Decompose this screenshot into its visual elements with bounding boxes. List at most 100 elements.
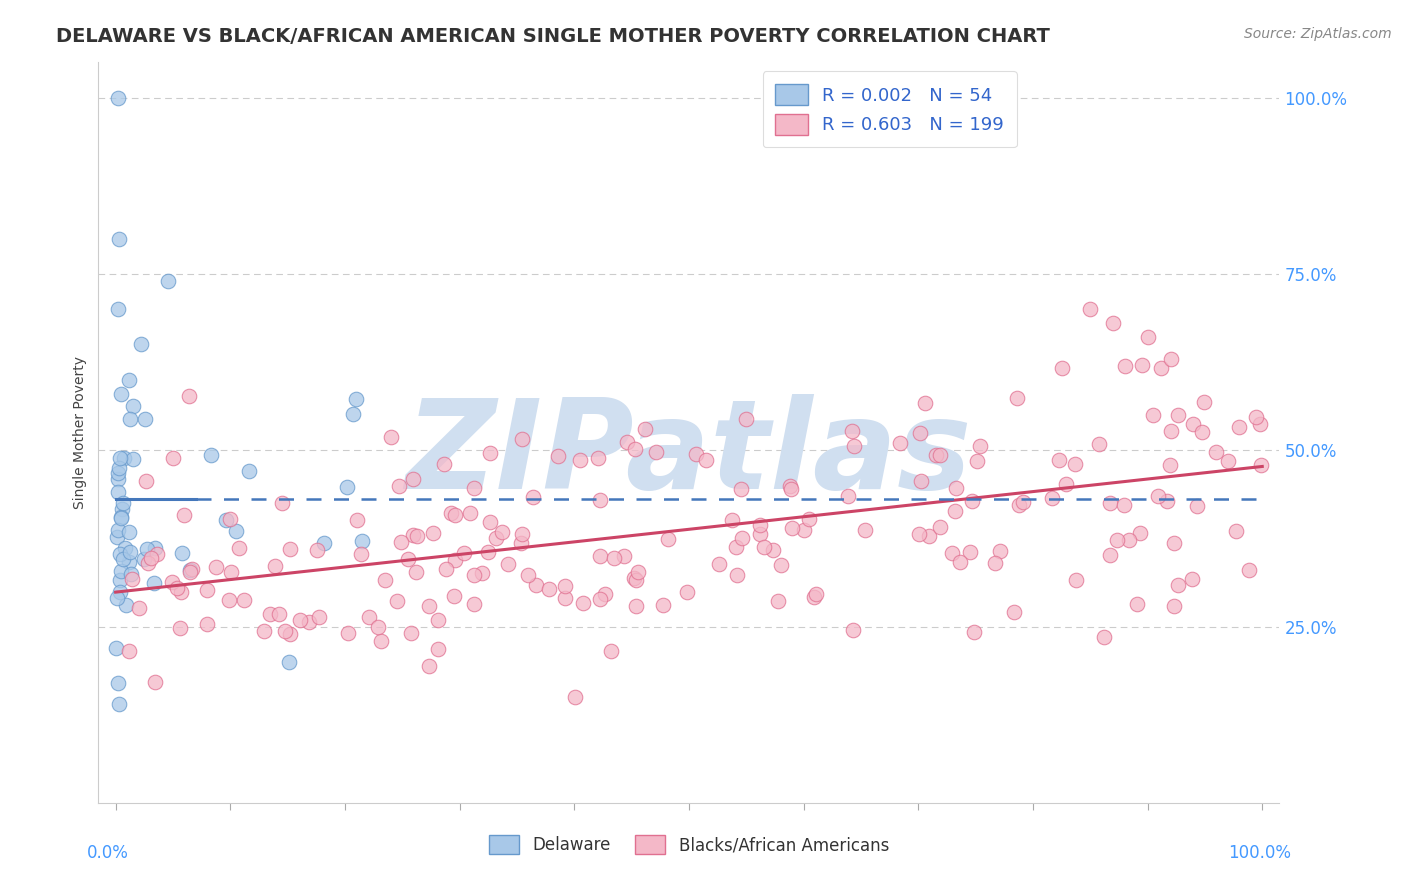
Point xyxy=(768,594,790,608)
Point xyxy=(1107,533,1129,547)
Point xyxy=(173,508,195,522)
Point xyxy=(177,389,200,403)
Point xyxy=(960,493,983,508)
Point xyxy=(118,373,141,387)
Point xyxy=(1088,437,1111,451)
Point xyxy=(928,448,950,462)
Point xyxy=(434,562,457,576)
Point xyxy=(402,528,425,542)
Point xyxy=(463,481,485,495)
Point xyxy=(966,453,988,467)
Point xyxy=(278,627,301,641)
Point xyxy=(676,585,699,599)
Point xyxy=(1227,420,1250,434)
Point xyxy=(1182,417,1205,432)
Point xyxy=(107,485,129,500)
Point xyxy=(370,633,392,648)
Point xyxy=(1047,453,1070,467)
Point xyxy=(139,551,162,566)
Point xyxy=(803,591,825,605)
Text: Source: ZipAtlas.com: Source: ZipAtlas.com xyxy=(1244,27,1392,41)
Point xyxy=(731,531,754,545)
Point xyxy=(307,543,329,558)
Point xyxy=(491,524,513,539)
Point xyxy=(908,527,931,541)
Point xyxy=(1160,424,1182,438)
Point xyxy=(128,601,150,615)
Point xyxy=(793,523,815,537)
Point xyxy=(195,582,218,597)
Point xyxy=(797,511,820,525)
Point xyxy=(969,439,991,453)
Point xyxy=(477,545,499,559)
Point xyxy=(136,541,159,556)
Point xyxy=(724,541,747,555)
Point xyxy=(105,530,128,544)
Point xyxy=(312,536,335,550)
Point xyxy=(725,568,748,582)
Point xyxy=(837,489,859,503)
Point xyxy=(143,541,166,555)
Point xyxy=(170,546,193,560)
Point xyxy=(1163,599,1185,613)
Point xyxy=(108,547,131,561)
Point xyxy=(586,451,609,466)
Point xyxy=(645,444,668,458)
Point xyxy=(1007,391,1029,405)
Point xyxy=(910,426,932,441)
Point xyxy=(349,547,371,561)
Point xyxy=(1126,597,1149,611)
Point xyxy=(142,576,165,591)
Point xyxy=(218,593,240,607)
Point xyxy=(1150,361,1173,376)
Point xyxy=(156,274,179,288)
Point xyxy=(418,599,440,613)
Point xyxy=(685,447,707,461)
Point xyxy=(105,591,128,606)
Point xyxy=(107,467,129,481)
Point xyxy=(443,589,465,603)
Point xyxy=(735,412,758,426)
Point xyxy=(779,479,801,493)
Point xyxy=(929,520,952,534)
Point xyxy=(405,565,427,579)
Point xyxy=(453,546,475,560)
Point xyxy=(516,568,538,582)
Point xyxy=(1064,457,1087,471)
Point xyxy=(1163,536,1185,550)
Point xyxy=(179,566,201,580)
Point xyxy=(136,556,159,570)
Point xyxy=(522,490,544,504)
Point xyxy=(1064,573,1087,587)
Point xyxy=(1112,499,1135,513)
Point xyxy=(1205,445,1227,459)
Point xyxy=(941,546,963,560)
Point xyxy=(463,568,485,582)
Point xyxy=(388,479,411,493)
Point xyxy=(844,439,866,453)
Point xyxy=(616,434,638,449)
Point xyxy=(115,599,138,613)
Point xyxy=(910,474,932,488)
Point xyxy=(599,644,621,658)
Point xyxy=(146,547,169,561)
Point xyxy=(166,582,188,596)
Point xyxy=(298,615,321,629)
Point xyxy=(1102,316,1125,330)
Point xyxy=(853,523,876,537)
Point xyxy=(308,610,330,624)
Point xyxy=(1167,578,1189,592)
Point xyxy=(402,472,425,486)
Point xyxy=(1099,496,1122,510)
Point xyxy=(748,527,770,541)
Point xyxy=(122,399,145,413)
Point xyxy=(107,523,129,537)
Point xyxy=(624,573,647,587)
Point xyxy=(288,613,311,627)
Point xyxy=(571,596,593,610)
Point xyxy=(1187,499,1209,513)
Point xyxy=(959,544,981,558)
Point xyxy=(1052,360,1074,375)
Point xyxy=(179,563,201,577)
Point xyxy=(564,690,586,704)
